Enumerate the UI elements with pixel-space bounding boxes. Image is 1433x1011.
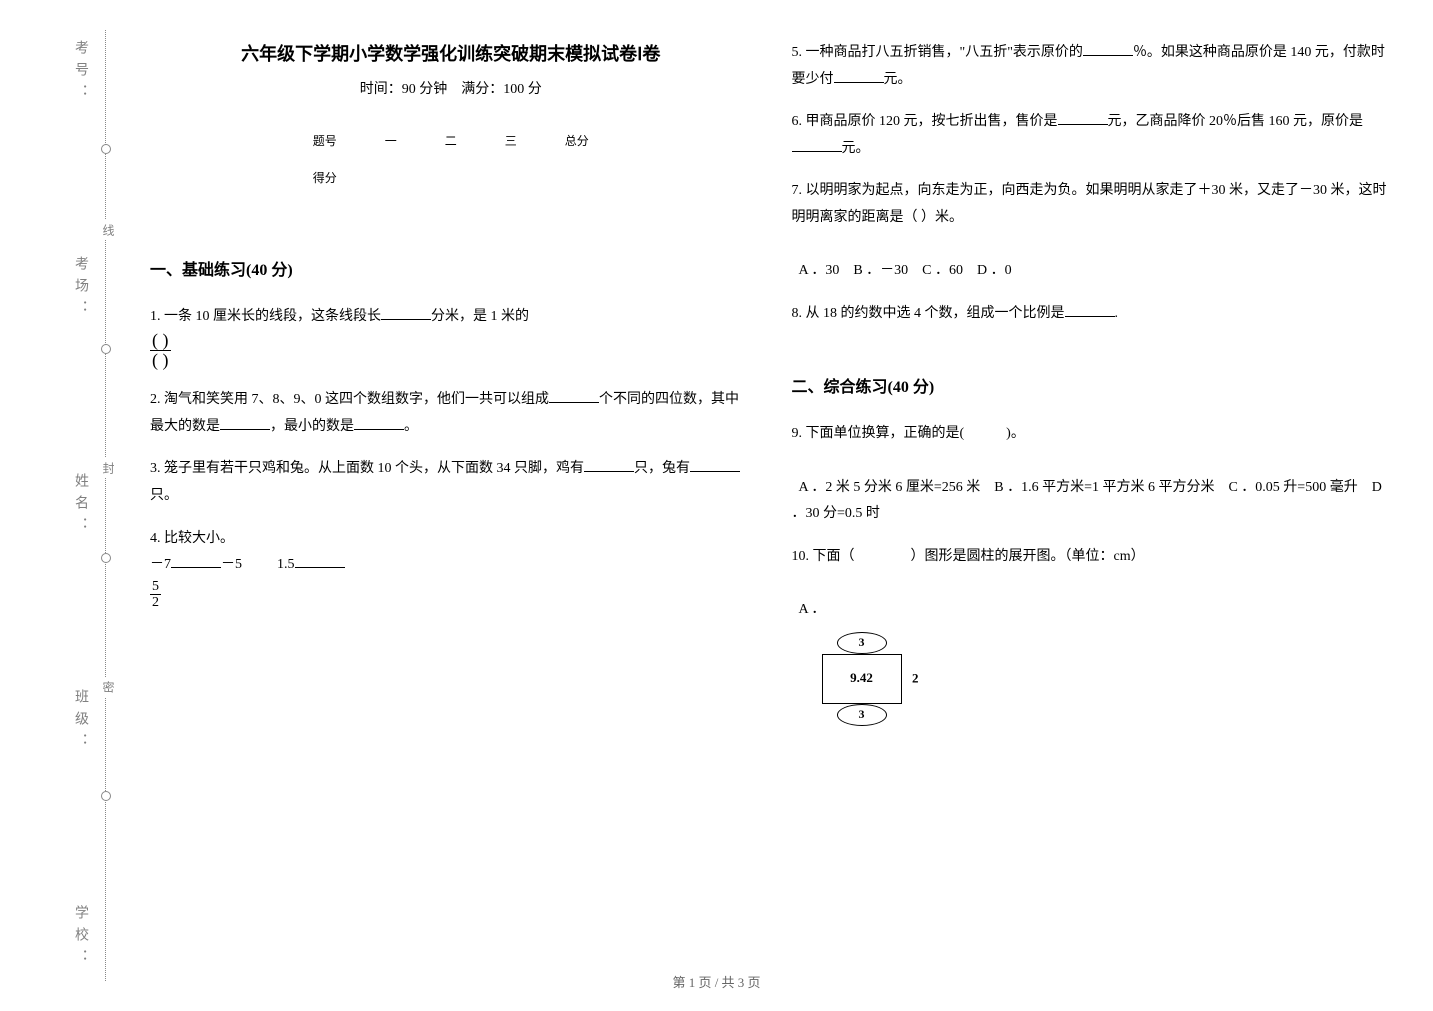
rect-val: 9.42: [850, 666, 873, 691]
q5-p3: 元。: [884, 72, 912, 87]
question-3: 3. 笼子里有若干只鸡和兔。从上面数 10 个头，从下面数 34 只脚，鸡有 只，…: [150, 456, 752, 509]
circle-marker: [101, 553, 111, 563]
exam-sidebar: 考号： 考场： 姓名： 班级： 学校：: [50, 40, 110, 971]
line-marker-xian: 线: [100, 220, 117, 240]
blank-field[interactable]: [792, 138, 842, 152]
question-4: 4. 比较大小。 －7 －5 1.5 5 2: [150, 526, 752, 611]
left-column: 六年级下学期小学数学强化训练突破期末模拟试卷Ⅰ卷 时间：90 分钟 满分：100…: [150, 40, 752, 951]
th-tihao: 题号: [289, 122, 361, 159]
th-1: 一: [361, 122, 421, 159]
blank-field[interactable]: [1058, 111, 1108, 125]
q6-p2: 元，乙商品降价 20％后售 160 元，原价是: [1108, 114, 1364, 129]
blank-field[interactable]: [1083, 42, 1133, 56]
q9-options: A ．2 米 5 分米 6 厘米=256 米 B ．1.6 平方米=1 平方米 …: [792, 480, 1382, 522]
q1-text-before: 1. 一条 10 厘米长的线段，这条线段长: [150, 309, 381, 324]
q6-p3: 元。: [842, 141, 870, 156]
q1-text-after: 分米，是 1 米的: [431, 309, 529, 324]
sidebar-kaohao: 考号：: [70, 40, 90, 106]
rect-side-val: 2: [912, 666, 919, 691]
q2-p3: ，最小的数是: [270, 419, 354, 434]
content-area: 六年级下学期小学数学强化训练突破期末模拟试卷Ⅰ卷 时间：90 分钟 满分：100…: [150, 40, 1393, 951]
page-footer: 第 1 页 / 共 3 页: [0, 972, 1433, 991]
q7-options: A ．30 B ．－30 C ．60 D ．0: [799, 263, 1012, 278]
table-row: 题号 一 二 三 总分: [289, 122, 613, 159]
score-table: 题号 一 二 三 总分 得分: [289, 122, 613, 196]
blank-field[interactable]: [834, 69, 884, 83]
th-total: 总分: [541, 122, 613, 159]
q4-item1-right: －5: [221, 557, 242, 572]
fraction-numerator: 5: [150, 579, 161, 595]
blank-field[interactable]: [381, 306, 431, 320]
question-2: 2. 淘气和笑笑用 7、8、9、0 这四个数组数字，他们一共可以组成个不同的四位…: [150, 387, 752, 440]
td-blank: [421, 159, 481, 196]
td-blank: [541, 159, 613, 196]
fraction-display: ( ) ( ): [150, 331, 171, 372]
question-7: 7. 以明明家为起点，向东走为正，向西走为负。如果明明从家走了＋30 米，又走了…: [792, 178, 1394, 284]
rect-middle: 9.42 2: [822, 654, 902, 704]
table-row: 得分: [289, 159, 613, 196]
question-10: 10. 下面（ ）图形是圆柱的展开图。（单位：cm） A ． 3 9.42 2 …: [792, 544, 1394, 726]
line-marker-mi: 密: [100, 677, 117, 697]
q4-title: 4. 比较大小。: [150, 531, 234, 546]
sidebar-banji: 班级：: [70, 689, 90, 755]
q2-p1: 2. 淘气和笑笑用 7、8、9、0 这四个数组数字，他们一共可以组成: [150, 392, 549, 407]
blank-field[interactable]: [690, 458, 740, 472]
blank-field[interactable]: [1065, 303, 1115, 317]
cylinder-unfold-diagram: 3 9.42 2 3: [822, 632, 1394, 726]
time-label: 时间：90 分钟: [360, 82, 448, 97]
q5-p1: 5. 一种商品打八五折销售，"八五折"表示原价的: [792, 45, 1083, 60]
circle-marker: [101, 791, 111, 801]
ellipse-top-val: 3: [859, 631, 865, 654]
q8-p1: 8. 从 18 的约数中选 4 个数，组成一个比例是: [792, 306, 1065, 321]
question-5: 5. 一种商品打八五折销售，"八五折"表示原价的％。如果这种商品原价是 140 …: [792, 40, 1394, 93]
full-score-label: 满分：100 分: [461, 82, 542, 97]
section1-title: 一、基础练习(40 分): [150, 256, 752, 280]
sealing-line: 线 封 密: [105, 30, 106, 981]
question-8: 8. 从 18 的约数中选 4 个数，组成一个比例是.: [792, 301, 1394, 328]
q9-text: 9. 下面单位换算，正确的是( )。: [792, 426, 1025, 441]
right-column: 5. 一种商品打八五折销售，"八五折"表示原价的％。如果这种商品原价是 140 …: [792, 40, 1394, 951]
sidebar-kaochang: 考场：: [70, 256, 90, 322]
q2-p4: 。: [404, 419, 418, 434]
line-marker-feng: 封: [100, 458, 117, 478]
fraction-numerator: ( ): [150, 331, 171, 352]
q8-p2: .: [1115, 306, 1119, 321]
circle-marker: [101, 344, 111, 354]
blank-field[interactable]: [220, 416, 270, 430]
sidebar-xingming: 姓名：: [70, 473, 90, 539]
q6-p1: 6. 甲商品原价 120 元，按七折出售，售价是: [792, 114, 1058, 129]
q10-text: 10. 下面（ ）图形是圆柱的展开图。（单位：cm）: [792, 549, 1145, 564]
blank-field[interactable]: [584, 458, 634, 472]
ellipse-bottom: 3: [837, 704, 887, 726]
th-3: 三: [481, 122, 541, 159]
fraction-denominator: ( ): [150, 351, 171, 371]
td-blank: [481, 159, 541, 196]
exam-title: 六年级下学期小学数学强化训练突破期末模拟试卷Ⅰ卷: [150, 40, 752, 66]
q4-item1-left: －7: [150, 557, 171, 572]
blank-field[interactable]: [549, 389, 599, 403]
blank-field[interactable]: [354, 416, 404, 430]
ellipse-top: 3: [837, 632, 887, 654]
th-2: 二: [421, 122, 481, 159]
blank-field[interactable]: [295, 554, 345, 568]
question-6: 6. 甲商品原价 120 元，按七折出售，售价是 元，乙商品降价 20％后售 16…: [792, 109, 1394, 162]
q3-p1: 3. 笼子里有若干只鸡和兔。从上面数 10 个头，从下面数 34 只脚，鸡有: [150, 461, 584, 476]
ellipse-bot-val: 3: [859, 703, 865, 726]
td-blank: [361, 159, 421, 196]
question-1: 1. 一条 10 厘米长的线段，这条线段长 分米，是 1 米的 ( ) ( ): [150, 304, 752, 371]
question-9: 9. 下面单位换算，正确的是( )。 A ．2 米 5 分米 6 厘米=256 …: [792, 421, 1394, 527]
td-score-label: 得分: [289, 159, 361, 196]
fraction-display: 5 2: [150, 579, 161, 611]
q7-text: 7. 以明明家为起点，向东走为正，向西走为负。如果明明从家走了＋30 米，又走了…: [792, 183, 1387, 225]
fraction-denominator: 2: [150, 595, 161, 610]
section2-title: 二、综合练习(40 分): [792, 373, 1394, 397]
q3-p3: 只。: [150, 488, 178, 503]
q10-option-a: A ．: [799, 602, 826, 617]
q4-item2-left: 1.5: [277, 557, 295, 572]
q3-p2: 只，兔有: [634, 461, 690, 476]
exam-subtitle: 时间：90 分钟 满分：100 分: [150, 78, 752, 98]
sidebar-xuexiao: 学校：: [70, 905, 90, 971]
blank-field[interactable]: [171, 554, 221, 568]
